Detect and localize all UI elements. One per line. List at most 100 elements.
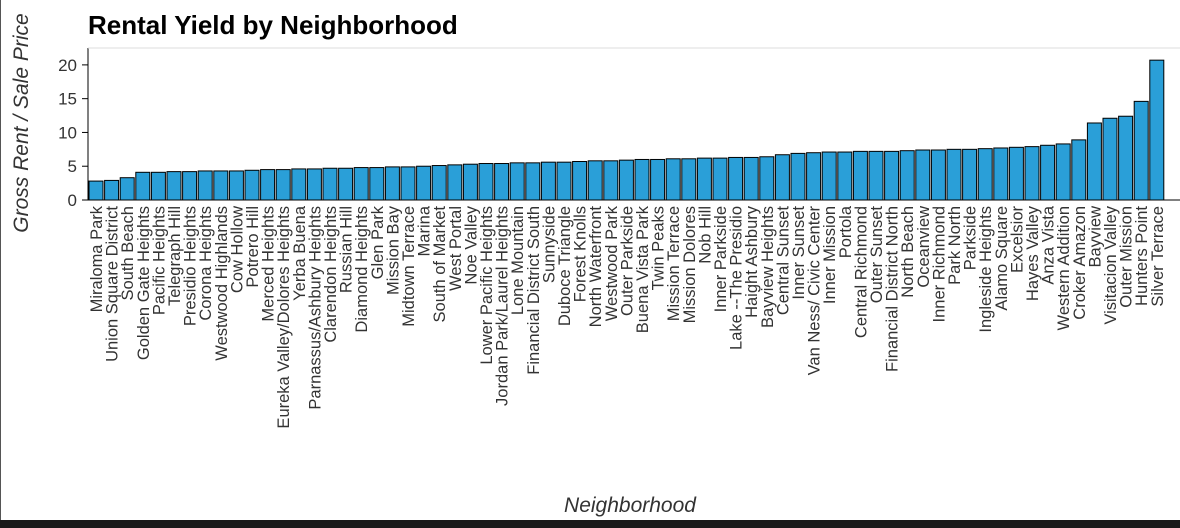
- x-tick-label: Portola: [837, 205, 855, 258]
- x-tick-label: Clarendon Heights: [322, 206, 340, 343]
- x-tick-label: Central Sunset: [774, 206, 792, 316]
- x-tick-label: Russian Hill: [338, 206, 356, 293]
- bar-7: [197, 170, 213, 201]
- x-tick-label: Telegraph Hill: [166, 206, 184, 306]
- bar-37: [665, 158, 681, 201]
- x-tick-label: Anza Vista: [1040, 205, 1058, 284]
- x-tick-label: Inner Mission: [821, 206, 839, 304]
- x-tick-label: North Beach: [899, 206, 917, 298]
- x-tick-label: Park North: [946, 206, 964, 285]
- x-tick-label: North Waterfront: [587, 206, 605, 328]
- x-tick-label: Alamo Square: [993, 206, 1011, 311]
- x-tick-label: Inner Sunset: [790, 206, 808, 300]
- x-tick-label: Western Addition: [1055, 206, 1073, 330]
- bar-52: [899, 150, 915, 201]
- bar-44: [774, 154, 790, 201]
- bar-59: [1008, 146, 1024, 201]
- x-tick-label: Sunnyside: [540, 206, 558, 283]
- x-tick-label: Eureka Valley/Dolores Heights: [275, 206, 293, 429]
- x-tick-label: Inner Parkside: [712, 206, 730, 312]
- bars-group: [88, 59, 1165, 201]
- bar-38: [681, 158, 697, 201]
- bar-20: [400, 166, 416, 201]
- bar-60: [1024, 146, 1040, 201]
- left-frame-line: [0, 0, 1, 520]
- x-tick-label: Van Ness/ Civic Center: [806, 206, 824, 376]
- x-tick-label: Twin Peaks: [650, 206, 668, 290]
- bar-53: [915, 149, 931, 201]
- x-tick-label: Excelsior: [1008, 205, 1026, 272]
- x-tick-label: Miraloma Park: [88, 205, 106, 312]
- x-tick-label: Mission Bay: [384, 205, 402, 295]
- bar-31: [572, 160, 588, 201]
- x-tick-label: Buena Vista Park: [634, 205, 652, 333]
- bottom-frame-bar: [0, 520, 1180, 528]
- bar-57: [977, 148, 993, 201]
- x-tick-label: Diamond Heights: [353, 206, 371, 333]
- x-tick-label: Outer Parkside: [618, 206, 636, 316]
- x-tick-label: Pacific Heights: [150, 206, 168, 315]
- x-tick-label: Ingleside Heights: [977, 206, 995, 333]
- bar-9: [228, 170, 244, 201]
- chart-title: Rental Yield by Neighborhood: [88, 10, 458, 40]
- bar-65: [1102, 117, 1118, 201]
- x-tick-label: Corona Heights: [197, 206, 215, 321]
- bar-54: [930, 149, 946, 201]
- y-tick-label: 20: [58, 56, 77, 75]
- bar-28: [525, 162, 541, 201]
- bar-15: [322, 167, 338, 201]
- x-tick-label: Westwood Park: [603, 205, 621, 321]
- x-tick-label: Oceanview: [915, 206, 933, 288]
- x-tick-label: Noe Valley: [462, 205, 480, 284]
- y-axis-title: Gross Rent / Sale Price: [10, 13, 33, 232]
- bar-23: [447, 164, 463, 201]
- x-tick-label: Lower Pacific Heights: [478, 206, 496, 365]
- x-tick-label: Marina: [416, 205, 434, 256]
- x-tick-label: Forest Knolls: [572, 206, 590, 302]
- bar-5: [166, 171, 182, 201]
- x-tick-label: South Beach: [119, 206, 137, 301]
- x-tick-label: Central Richmond: [852, 206, 870, 338]
- bar-48: [837, 151, 853, 201]
- x-tick-label: Bayview: [1086, 206, 1104, 268]
- bar-51: [884, 150, 900, 201]
- bar-27: [509, 162, 525, 201]
- bar-10: [244, 169, 260, 201]
- y-tick-label: 15: [58, 90, 77, 109]
- x-tick-label: Mission Terrace: [665, 206, 683, 321]
- bar-63: [1071, 139, 1087, 201]
- bar-50: [868, 150, 884, 201]
- bar-8: [213, 170, 229, 201]
- y-tick-label: 10: [58, 123, 77, 142]
- bar-36: [650, 158, 666, 201]
- x-tick-label: Parnassus/Ashbury Heights: [306, 206, 324, 410]
- x-tick-label: Jordan Park/Laurel Heights: [494, 206, 512, 406]
- x-tick-label: Presidio Heights: [182, 206, 200, 326]
- bar-25: [478, 163, 494, 201]
- x-tick-label: Duboce Triangle: [556, 206, 574, 326]
- x-tick-label: Outer Mission: [1118, 206, 1136, 308]
- bar-62: [1055, 143, 1071, 201]
- bar-0: [88, 180, 104, 201]
- x-tick-label: Financial District North: [884, 206, 902, 372]
- bar-56: [962, 148, 978, 201]
- bar-11: [260, 169, 276, 201]
- bar-2: [119, 177, 135, 201]
- bar-19: [384, 166, 400, 201]
- bar-46: [806, 152, 822, 201]
- x-tick-label: Hayes Valley: [1024, 205, 1042, 301]
- x-axis-title: Neighborhood: [564, 494, 697, 517]
- x-tick-label: Midtown Terrace: [400, 206, 418, 327]
- bar-34: [618, 159, 634, 201]
- bar-58: [993, 147, 1009, 201]
- bar-40: [712, 157, 728, 201]
- x-tick-label: Lone Mountain: [509, 206, 527, 315]
- x-tick-label: Potrero Hill: [244, 206, 262, 288]
- x-tick-label: Outer Sunset: [868, 206, 886, 304]
- bar-35: [634, 158, 650, 201]
- y-ticks-group: 0 5 10 15 20: [58, 56, 88, 210]
- bar-42: [743, 156, 759, 201]
- x-tick-label: Financial District South: [525, 206, 543, 375]
